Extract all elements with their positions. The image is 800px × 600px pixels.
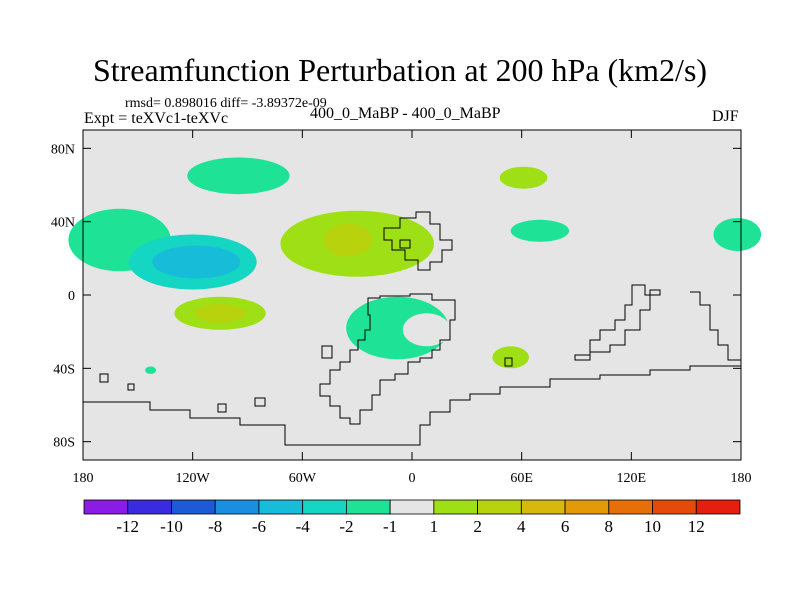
- colorbar: -12 -10 -8 -6 -4 -2 -1 1 2 4 6 8 10 12: [83, 499, 741, 536]
- colorbar-label: -10: [160, 517, 183, 536]
- season-label: DJF: [712, 108, 739, 125]
- colorbar-swatch: [477, 499, 522, 515]
- coastline-far-east-segment: [690, 291, 741, 361]
- region-small-s-pacific: [145, 366, 157, 374]
- colorbar-label: -1: [383, 517, 397, 536]
- colorbar-label: 1: [430, 517, 439, 536]
- colorbar-label: 12: [688, 517, 705, 536]
- colorbar-label: -2: [339, 517, 353, 536]
- colorbar-swatch: [564, 499, 610, 515]
- colorbar-swatch: [608, 499, 653, 515]
- x-tick-label: 120E: [617, 471, 647, 486]
- period-label: 400_0_MaBP - 400_0_MaBP: [310, 105, 501, 122]
- plot-background: [83, 130, 741, 460]
- colorbar-swatch: [520, 499, 566, 515]
- region-n-pacific-lobe: [187, 157, 290, 195]
- y-tick-label: 80S: [53, 436, 75, 451]
- colorbar-label: -8: [208, 517, 222, 536]
- coastline-north-segment: [383, 211, 453, 271]
- colorbar-swatch: [389, 499, 435, 515]
- colorbar-swatch: [83, 499, 129, 515]
- x-tick-label: 60E: [510, 471, 533, 486]
- colorbar-swatch: [652, 499, 697, 515]
- colorbar-swatch: [214, 499, 260, 515]
- contour-regions: [68, 157, 762, 374]
- colorbar-label: 6: [561, 517, 570, 536]
- stats-label: rmsd= 0.898016 diff= -3.89372e-09: [125, 96, 327, 111]
- colorbar-swatch: [433, 499, 478, 515]
- coastline-south-landmass: [319, 293, 456, 425]
- colorbar-label: -12: [116, 517, 139, 536]
- colorbar-label: -4: [296, 517, 311, 536]
- x-tick-label: 60W: [289, 471, 317, 486]
- region-s-atlantic-inner: [402, 313, 451, 347]
- colorbar-swatch: [345, 499, 391, 515]
- colorbar-label: 10: [644, 517, 661, 536]
- region-dateline-lobe: [713, 218, 762, 251]
- region-asia-high: [499, 166, 548, 189]
- region-atlantic-high-core: [324, 223, 372, 257]
- axes: 180 120W 60W 0 60E 120E 180 80N 40N 0 40S 80S: [51, 130, 752, 486]
- colorbar-label: 2: [473, 517, 482, 536]
- experiment-label: Expt = teXVc1-teXVc: [84, 110, 229, 127]
- y-tick-label: 0: [68, 289, 75, 304]
- coastline-pacific-island: [217, 397, 266, 413]
- x-tick-label: 180: [73, 471, 94, 486]
- coastlines: [83, 211, 741, 446]
- colorbar-swatch: [127, 499, 172, 515]
- chart-title: Streamfunction Perturbation at 200 hPa (…: [92, 52, 708, 88]
- colorbar-swatch: [258, 499, 304, 515]
- x-tick-label: 0: [409, 471, 416, 486]
- x-tick-label: 120W: [176, 471, 211, 486]
- region-w-pacific-lobe: [510, 219, 570, 242]
- x-tick-label: 180: [731, 471, 752, 486]
- colorbar-label: 8: [605, 517, 614, 536]
- colorbar-label: 4: [517, 517, 526, 536]
- coastline-antarctica: [83, 365, 741, 446]
- region-central-pacific-core: [152, 245, 241, 279]
- colorbar-label: -6: [252, 517, 266, 536]
- colorbar-swatch: [695, 499, 741, 515]
- y-tick-label: 80N: [51, 142, 75, 157]
- y-tick-label: 40S: [53, 362, 75, 377]
- region-indian-ocean-high: [492, 346, 529, 369]
- colorbar-swatch: [171, 499, 216, 515]
- colorbar-swatch: [302, 499, 347, 515]
- coastline-south-islands: [99, 239, 411, 391]
- coastline-east-segment: [574, 284, 661, 361]
- coastline-indian-island: [504, 357, 513, 367]
- y-tick-label: 40N: [51, 216, 75, 231]
- region-tropical-pacific-core: [194, 304, 246, 323]
